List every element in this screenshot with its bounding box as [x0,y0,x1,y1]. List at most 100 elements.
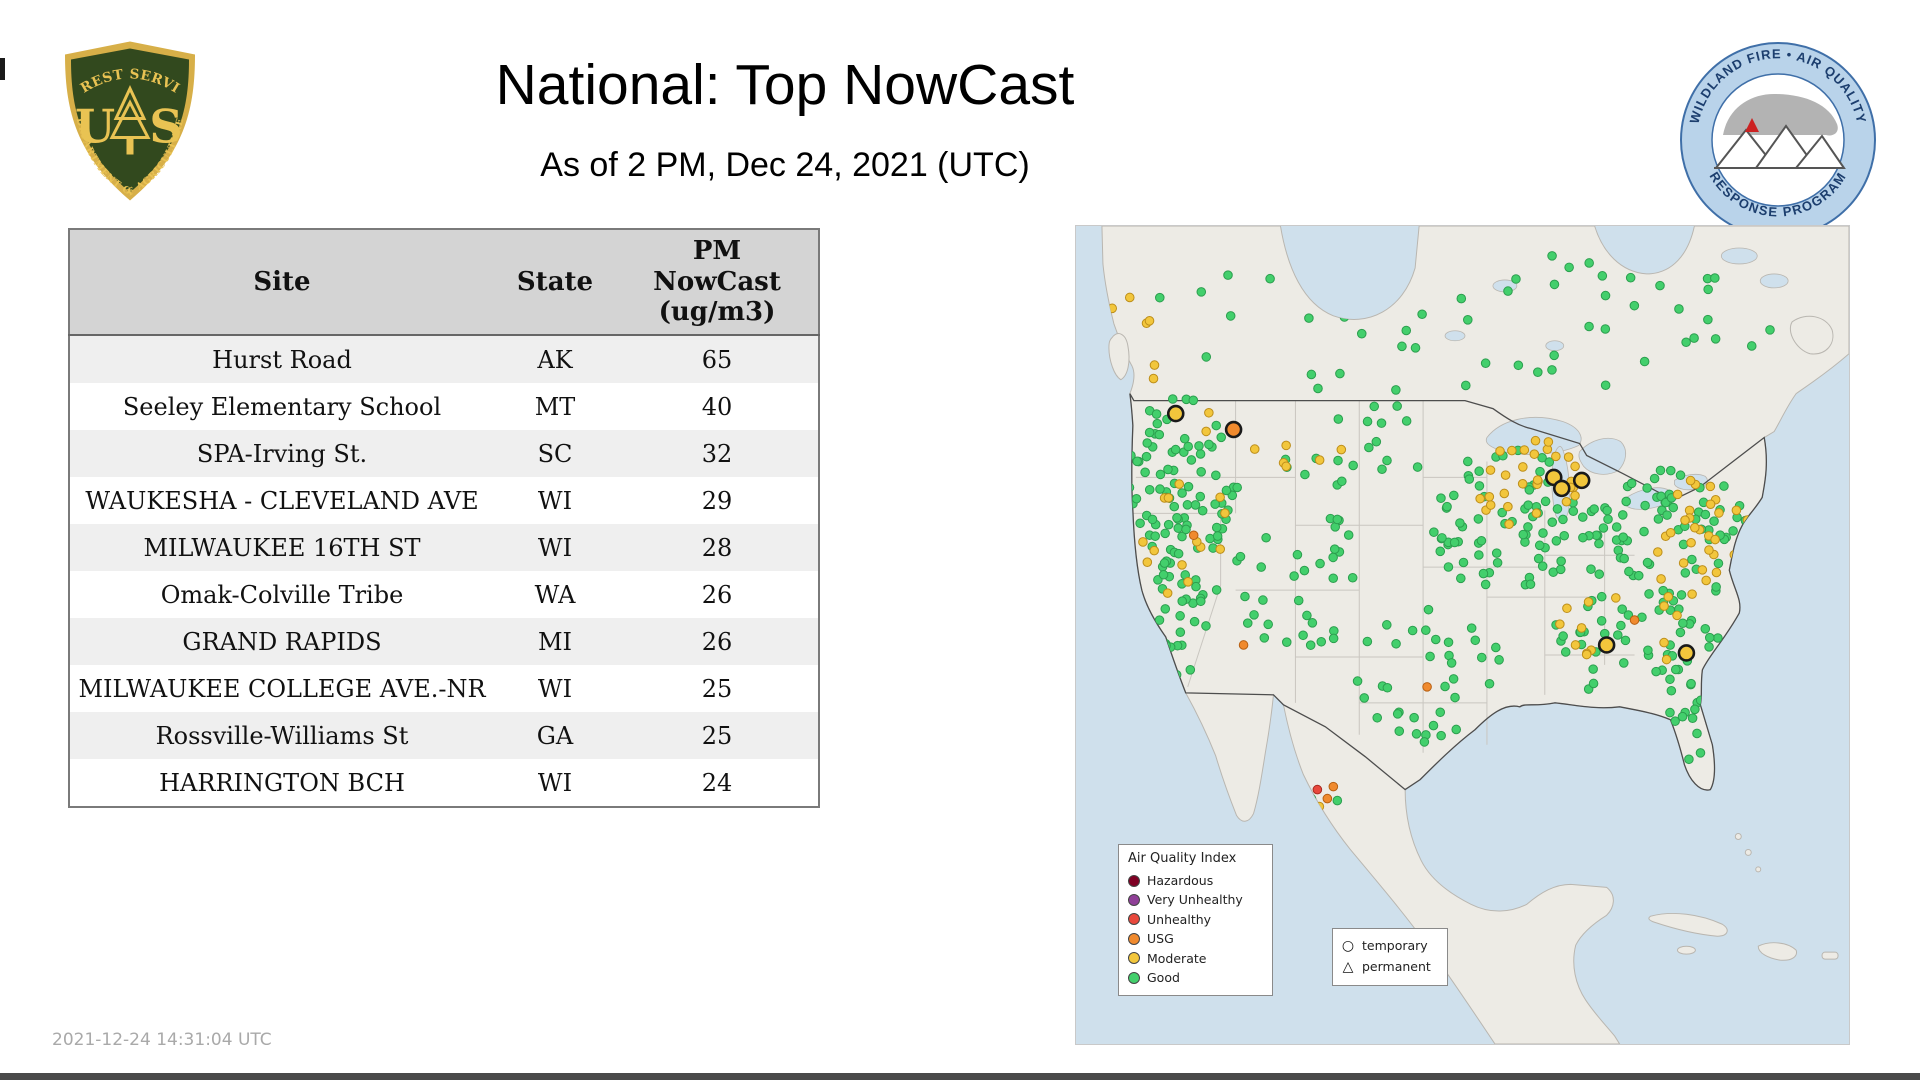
site-marker [1401,325,1412,336]
site-marker [1675,470,1686,481]
aqi-legend-items: Hazardous Very Unhealthy Unhealthy USG Moder… [1128,871,1264,987]
site-marker [1173,523,1184,533]
site-marker [1322,793,1333,804]
site-marker [1686,537,1696,548]
site-marker [1485,465,1496,475]
site-marker [1196,467,1206,477]
site-marker [1695,748,1706,758]
site-marker [1348,460,1358,471]
site-marker [1656,574,1666,584]
site-marker [1436,730,1446,741]
marker-legend-item: ○ temporary [1341,936,1439,957]
generated-timestamp: 2021-12-24 14:31:04 UTC [52,1030,272,1050]
site-marker [1603,514,1613,524]
site-marker [1690,522,1700,533]
site-marker [1190,500,1201,510]
site-marker [1163,464,1173,475]
site-marker [1617,604,1627,614]
marker-legend-label: temporary [1362,938,1428,954]
site-marker [1188,395,1199,406]
site-marker [1731,505,1742,516]
site-marker [1211,470,1221,481]
site-marker [1544,457,1555,467]
site-marker [1629,615,1640,625]
pm-value-cell: 26 [701,627,733,656]
site-marker [1144,427,1155,438]
site-marker [1211,420,1222,431]
site-marker [1315,558,1325,569]
usg-swatch-icon [1128,932,1140,945]
highlighted-site-marker [1552,479,1571,498]
pm-column-header: PM NowCast (ug/m3) [616,229,819,336]
site-marker [1359,693,1370,703]
site-marker [1397,341,1407,352]
good-swatch-icon [1128,971,1140,984]
site-marker [1382,682,1393,693]
site-marker [1265,273,1275,284]
site-marker [1713,558,1724,569]
site-marker [1619,553,1629,564]
site-marker [1440,681,1450,692]
site-marker [1598,523,1609,533]
site-marker [1476,535,1487,546]
hazardous-swatch-icon [1128,874,1140,887]
site-marker [1473,514,1484,524]
usfs-shield-icon: FOREST SERVICE U S DEPARTMENT OF AGRICUL… [49,27,195,201]
state-cell: MI [537,627,573,656]
site-marker [1149,360,1160,370]
site-marker [1313,383,1323,394]
site-marker [1194,441,1204,451]
site-marker [1249,444,1260,454]
site-cell: Hurst Road [212,345,352,374]
site-marker [1140,467,1150,478]
site-marker [1423,604,1434,615]
site-marker [1704,632,1715,643]
triangle-marker-icon: △ [1342,959,1354,975]
site-marker [1328,573,1339,584]
site-marker [1616,620,1626,631]
site-marker [1653,514,1664,524]
site-marker [1677,711,1688,722]
site-marker [1464,474,1475,484]
aqi-legend-label: Good [1147,969,1180,985]
site-marker [1704,545,1714,555]
edge-artifact [0,58,5,80]
site-marker [1600,324,1611,334]
highlighted-site-marker [1166,404,1185,423]
site-marker [1162,588,1173,598]
site-marker [1221,485,1232,496]
table-header-row: Site State PM NowCast (ug/m3) [69,229,819,336]
site-marker [1188,530,1199,541]
site-marker [1547,365,1557,375]
site-marker [1584,258,1594,268]
site-marker [1435,546,1446,557]
site-marker [1211,522,1222,533]
state-cell: WI [537,768,573,797]
aqi-legend-item: Unhealthy [1128,910,1264,929]
site-marker [1570,640,1581,650]
islands [1108,315,1839,961]
highlighted-site-marker [1572,471,1591,490]
site-marker [1600,290,1611,301]
site-marker [1462,456,1473,467]
site-marker [1352,676,1363,686]
site-marker [1281,637,1292,647]
site-marker [1333,414,1344,424]
site-marker [1494,655,1504,665]
site-marker [1151,409,1162,419]
site-cell: MILWAUKEE COLLEGE AVE.-NR [78,674,486,703]
site-marker [1659,637,1669,648]
air-quality-map: Air Quality Index Hazardous Very Unhealth… [1075,225,1850,1045]
site-marker [1376,418,1387,428]
site-marker [1719,481,1729,491]
table-row: MILWAUKEE COLLEGE AVE.-NR WI 25 [69,665,819,712]
site-marker [1155,484,1165,494]
site-marker [1655,465,1666,476]
site-marker [1523,522,1533,532]
site-marker [1160,528,1170,539]
site-marker [1211,585,1222,595]
table-row: MILWAUKEE 16TH ST WI 28 [69,524,819,571]
site-marker [1596,591,1607,602]
site-marker [1333,455,1343,466]
site-marker [1700,624,1711,634]
